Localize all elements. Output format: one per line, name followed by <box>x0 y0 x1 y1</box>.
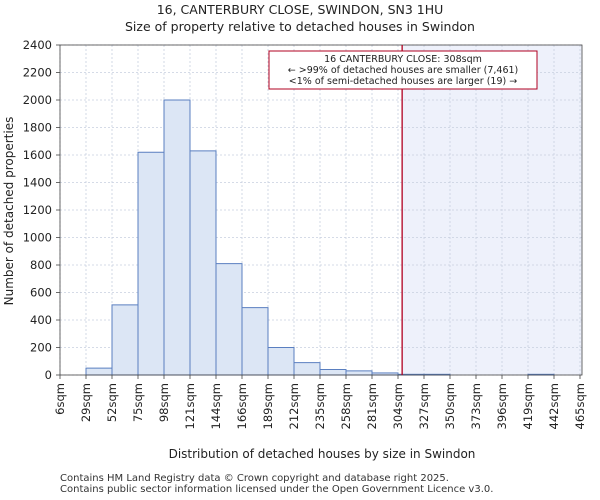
histogram-bar <box>215 263 243 376</box>
footer-copyright: Contains HM Land Registry data © Crown c… <box>60 473 449 484</box>
y-tick-label: 1000 <box>23 231 52 245</box>
y-tick-label: 0 <box>45 368 52 382</box>
x-tick-label: 166sqm <box>235 383 249 429</box>
x-tick-label: 304sqm <box>391 383 405 429</box>
x-tick-label: 121sqm <box>183 383 197 429</box>
x-tick-label: 52sqm <box>105 383 119 422</box>
y-tick-label: 200 <box>30 341 52 355</box>
y-tick-label: 2000 <box>23 93 52 107</box>
histogram-bar <box>189 150 217 376</box>
x-tick-label: 327sqm <box>417 383 431 429</box>
y-tick-label: 400 <box>30 313 52 327</box>
x-tick-label: 258sqm <box>339 383 353 429</box>
histogram-bar <box>293 362 321 376</box>
histogram-bar <box>111 304 139 376</box>
annotation-line: <1% of semi-detached houses are larger (… <box>289 76 517 87</box>
x-tick-label: 235sqm <box>313 383 327 429</box>
x-tick-label: 29sqm <box>79 383 93 422</box>
annotation-line: ← >99% of detached houses are smaller (7… <box>288 65 519 76</box>
x-tick-label: 144sqm <box>209 383 223 429</box>
histogram-bar <box>163 99 191 376</box>
x-tick-label: 189sqm <box>261 383 275 429</box>
y-tick-label: 2200 <box>23 66 52 80</box>
x-tick-label: 6sqm <box>53 383 67 415</box>
x-tick-label: 281sqm <box>365 383 379 429</box>
y-tick-label: 1600 <box>23 148 52 162</box>
histogram-bar <box>241 307 269 376</box>
x-tick-label: 98sqm <box>157 383 171 422</box>
histogram-bar <box>85 367 113 376</box>
annotation-box <box>268 50 538 90</box>
footer-licence: Contains public sector information licen… <box>60 484 494 495</box>
y-tick-label: 2400 <box>23 38 52 52</box>
x-tick-label: 442sqm <box>547 383 561 429</box>
y-tick-label: 1200 <box>23 203 52 217</box>
chart-canvas: 0 200 400 600 800 1000 1200 1400 1600 1800 2000 220… <box>2 38 587 461</box>
y-tick-label: 600 <box>30 286 52 300</box>
y-tick-label: 1400 <box>23 176 52 190</box>
x-tick-label: 419sqm <box>521 383 535 429</box>
x-tick-label: 212sqm <box>287 383 301 429</box>
x-tick-label: 75sqm <box>131 383 145 422</box>
annotation-line: 16 CANTERBURY CLOSE: 308sqm <box>324 54 482 65</box>
chart-title: 16, CANTERBURY CLOSE, SWINDON, SN3 1HU <box>156 2 444 17</box>
y-tick-label: 1800 <box>23 121 52 135</box>
chart-subtitle: Size of property relative to detached ho… <box>125 19 475 34</box>
histogram-bar <box>137 151 165 376</box>
x-tick-label: 396sqm <box>495 383 509 429</box>
y-axis-label: Number of detached properties <box>2 117 16 306</box>
x-tick-label: 373sqm <box>469 383 483 429</box>
histogram-bar <box>319 369 347 376</box>
x-tick-label: 465sqm <box>573 383 587 429</box>
y-tick-label: 800 <box>30 258 52 272</box>
x-axis-label: Distribution of detached houses by size … <box>169 447 476 461</box>
histogram-bar <box>345 370 373 376</box>
x-tick-label: 350sqm <box>443 383 457 429</box>
histogram-bar <box>267 347 295 376</box>
